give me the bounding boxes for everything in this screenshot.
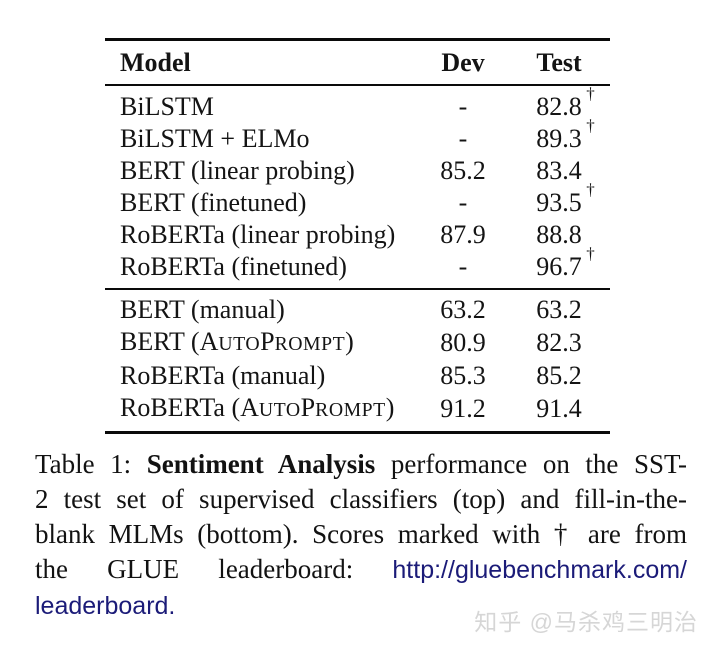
watermark: 知乎 @马杀鸡三明治 — [474, 609, 698, 635]
dagger-mark: † — [586, 84, 595, 103]
header-model: Model — [105, 39, 418, 86]
header-row: Model Dev Test — [105, 39, 610, 86]
caption-line: Table 1: Sentiment Analysis performance … — [35, 447, 687, 482]
caption-text: Table 1: — [35, 449, 147, 479]
table-row: BiLSTM + ELMo - 89.3 † — [105, 116, 610, 155]
test-score-cell: 93.5 † — [508, 180, 610, 219]
table-caption: Table 1: Sentiment Analysis performance … — [35, 447, 687, 624]
caption-line: blank MLMs (bottom). Scores marked with … — [35, 517, 687, 552]
glue-leaderboard-link[interactable]: leaderboard. — [35, 592, 176, 620]
model-label-text: BiLSTM — [120, 92, 214, 121]
model-label-text: BERT (manual) — [120, 295, 285, 324]
dev-score-cell: 80.9 — [440, 328, 486, 357]
dagger-mark: † — [586, 244, 595, 263]
table-row: RoBERTa (manual) 85.3 85.2 — [105, 360, 610, 392]
dev-score-cell: 85.3 — [440, 361, 486, 390]
dev-score-cell: - — [458, 188, 468, 217]
model-cell: BERT (manual) — [105, 288, 418, 326]
test-score-value: 82.8 † — [536, 84, 595, 121]
test-score-value: 83.4 — [536, 156, 582, 185]
test-score-cell: 91.4 — [508, 392, 610, 433]
caption-line: 2 test set of supervised classifiers (to… — [35, 482, 687, 517]
test-score-value: 93.5 † — [536, 180, 595, 217]
caption-text: performance on the SST- — [375, 449, 687, 479]
table-row: RoBERTa (linear probing) 87.9 88.8 — [105, 219, 610, 251]
model-cell: BiLSTM — [105, 85, 418, 123]
test-score-cell: 85.2 — [508, 360, 610, 392]
header-dev: Dev — [418, 39, 508, 86]
dev-score-cell: - — [458, 252, 468, 281]
model-cell: BERT (linear probing) — [105, 155, 418, 187]
dev-score-cell: - — [458, 92, 468, 121]
caption-line: the GLUE leaderboard: http://gluebenchma… — [35, 552, 687, 588]
model-cell: RoBERTa (AUTOPROMPT) — [105, 392, 418, 433]
model-label-text: ) — [345, 327, 354, 356]
dev-score-cell: - — [458, 124, 468, 153]
model-label-text: BERT (finetuned) — [120, 188, 307, 217]
model-label-text: RoBERTa (manual) — [120, 361, 326, 390]
test-score-cell: 63.2 — [508, 288, 610, 326]
model-label-text: BERT (linear probing) — [120, 156, 355, 185]
model-label-text: AUTOPROMPT — [199, 327, 346, 356]
header-test: Test — [508, 39, 610, 86]
results-table: Model Dev Test BiLSTM -82.8 † BiLSTM + ELMo… — [105, 38, 610, 434]
test-score-cell: 88.8 — [508, 219, 610, 251]
model-cell: BERT (finetuned) — [105, 187, 418, 219]
table-row: BERT (AUTOPROMPT) 80.9 82.3 — [105, 326, 610, 360]
model-label-text: BiLSTM + ELMo — [120, 124, 310, 153]
test-score-value: 63.2 — [536, 295, 582, 324]
table-header: Model Dev Test — [105, 39, 610, 86]
test-score-cell: 96.7 † — [508, 244, 610, 289]
model-cell: RoBERTa (manual) — [105, 360, 418, 392]
model-label-text: RoBERTa (finetuned) — [120, 252, 347, 281]
dev-score-cell: 91.2 — [440, 394, 486, 423]
dagger-mark: † — [586, 116, 595, 135]
results-table-container: Model Dev Test BiLSTM -82.8 † BiLSTM + ELMo… — [105, 38, 610, 434]
model-cell: BERT (AUTOPROMPT) — [105, 326, 418, 360]
test-score-cell: 82.3 — [508, 326, 610, 360]
table-row: RoBERTa (AUTOPROMPT) 91.2 91.4 — [105, 392, 610, 433]
table-row: BiLSTM - 82.8 † — [105, 85, 610, 123]
test-score-value: 89.3 † — [536, 116, 595, 153]
table-row: BERT (linear probing) 85.2 83.4 — [105, 155, 610, 187]
dev-score-cell: 87.9 — [440, 220, 486, 249]
dev-score-cell: 63.2 — [418, 288, 508, 326]
table-row: BERT (manual) 63.2 63.2 — [105, 288, 610, 326]
table-section-2: BERT (manual) 63.2 63.2 BERT (AUTOPROMPT) 80… — [105, 288, 610, 433]
table-section-1: BiLSTM -82.8 † BiLSTM + ELMo -89.3 † BERT (lin… — [105, 85, 610, 289]
caption-text: the GLUE leaderboard: — [35, 554, 393, 584]
model-cell: RoBERTa (linear probing) — [105, 219, 418, 251]
test-score-cell: 82.8 † — [508, 85, 610, 123]
test-score-value: 88.8 — [536, 220, 582, 249]
test-score-value: 85.2 — [536, 361, 582, 390]
test-score-value: 96.7 † — [536, 244, 595, 281]
glue-leaderboard-link[interactable]: http://gluebenchmark.com/ — [392, 556, 687, 584]
test-score-cell: 89.3 † — [508, 116, 610, 155]
model-label-text: AUTOPROMPT — [240, 393, 386, 422]
dev-score-cell: 85.2 — [440, 156, 486, 185]
test-score-value: 91.4 — [536, 394, 582, 423]
caption-line: leaderboard. — [35, 588, 687, 624]
dagger-mark: † — [586, 180, 595, 199]
table-row: BERT (finetuned) - 93.5 † — [105, 180, 610, 219]
model-label-text: BERT ( — [120, 327, 200, 356]
caption-text: 2 test set of supervised classifiers (to… — [35, 484, 687, 514]
model-label-text: ) — [385, 393, 395, 422]
model-label-text: RoBERTa (linear probing) — [120, 220, 396, 249]
model-label-text: RoBERTa ( — [120, 393, 241, 422]
table-row: RoBERTa (finetuned) - 96.7 † — [105, 244, 610, 289]
model-cell: BiLSTM + ELMo — [105, 123, 418, 155]
test-score-value: 82.3 — [536, 328, 582, 357]
model-cell: RoBERTa (finetuned) — [105, 251, 418, 289]
caption-bold-text: Sentiment Analysis — [146, 449, 376, 479]
test-score-cell: 83.4 — [508, 155, 610, 187]
caption-text: blank MLMs (bottom). Scores marked with … — [35, 519, 687, 549]
